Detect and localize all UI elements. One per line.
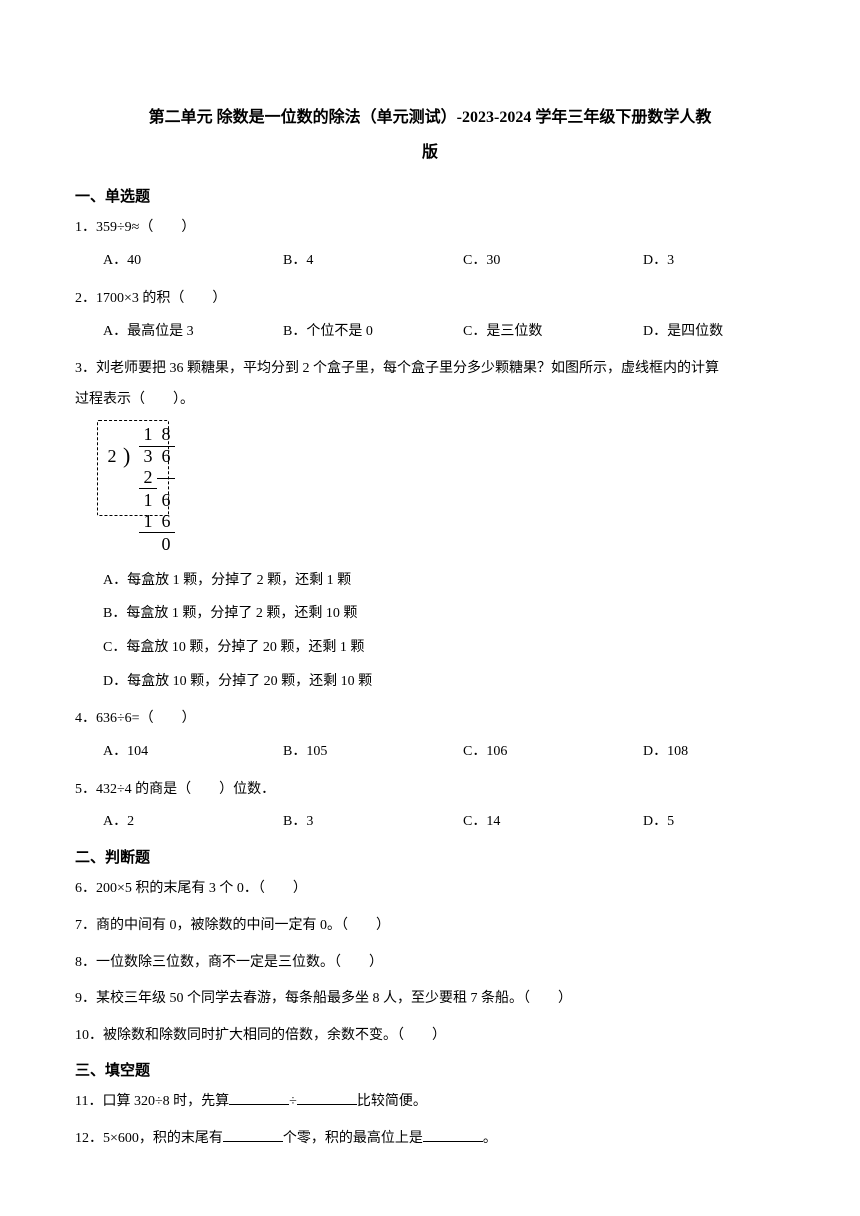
question-9-text: 9．某校三年级 50 个同学去春游，每条船最多坐 8 人，至少要租 7 条船。（…: [75, 984, 785, 1015]
q2-option-b: B．个位不是 0: [283, 315, 463, 349]
question-8-text: 8．一位数除三位数，商不一定是三位数。（ ）: [75, 948, 785, 979]
q3-option-a: A．每盒放 1 颗，分掉了 2 颗，还剩 1 颗: [103, 564, 785, 598]
q3-option-c: C．每盒放 10 颗，分掉了 20 颗，还剩 1 颗: [103, 631, 785, 665]
final-remainder: 0: [157, 535, 175, 555]
question-7-text: 7．商的中间有 0，被除数的中间一定有 0。（ ）: [75, 911, 785, 942]
q5-option-d: D．5: [643, 805, 793, 839]
question-3-text-1: 3．刘老师要把 36 颗糖果，平均分到 2 个盒子里，每个盒子里分多少颗糖果？如…: [75, 354, 785, 385]
q3-option-d: D．每盒放 10 颗，分掉了 20 颗，还剩 10 颗: [103, 665, 785, 699]
question-2-options: A．最高位是 3 B．个位不是 0 C．是三位数 D．是四位数: [75, 315, 785, 349]
section-heading-2: 二、判断题: [75, 845, 785, 872]
remainder1-digit-2: 6: [157, 491, 175, 511]
section-heading-1: 一、单选题: [75, 184, 785, 211]
section-heading-3: 三、填空题: [75, 1058, 785, 1085]
q1-option-d: D．3: [643, 244, 793, 278]
step2-digit-1: 1: [139, 512, 157, 533]
quotient-digit-2: 8: [157, 425, 175, 445]
q12-mid: 个零，积的最高位上是: [283, 1131, 423, 1146]
question-7: 7．商的中间有 0，被除数的中间一定有 0。（ ）: [75, 911, 785, 942]
question-4: 4．636÷6=（ ） A．104 B．105 C．106 D．108: [75, 704, 785, 768]
q11-blank-1: [229, 1091, 289, 1105]
q2-option-c: C．是三位数: [463, 315, 643, 349]
q12-blank-1: [223, 1128, 283, 1142]
q11-blank-2: [297, 1091, 357, 1105]
question-5: 5．432÷4 的商是（ ）位数． A．2 B．3 C．14 D．5: [75, 775, 785, 839]
question-10: 10．被除数和除数同时扩大相同的倍数，余数不变。（ ）: [75, 1021, 785, 1052]
q4-option-a: A．104: [103, 735, 283, 769]
question-3-text-2: 过程表示（ ）。: [75, 385, 785, 416]
q4-option-b: B．105: [283, 735, 463, 769]
q12-blank-2: [423, 1128, 483, 1142]
q5-option-b: B．3: [283, 805, 463, 839]
question-6: 6．200×5 积的末尾有 3 个 0．（ ）: [75, 874, 785, 905]
q4-option-c: C．106: [463, 735, 643, 769]
question-1: 1．359÷9≈（ ） A．40 B．4 C．30 D．3: [75, 213, 785, 277]
q1-option-b: B．4: [283, 244, 463, 278]
q4-option-d: D．108: [643, 735, 793, 769]
question-3: 3．刘老师要把 36 颗糖果，平均分到 2 个盒子里，每个盒子里分多少颗糖果？如…: [75, 354, 785, 698]
question-8: 8．一位数除三位数，商不一定是三位数。（ ）: [75, 948, 785, 979]
question-9: 9．某校三年级 50 个同学去春游，每条船最多坐 8 人，至少要租 7 条船。（…: [75, 984, 785, 1015]
q11-post: 比较简便。: [357, 1094, 427, 1109]
remainder1-digit-1: 1: [139, 491, 157, 511]
q1-option-a: A．40: [103, 244, 283, 278]
step2-digit-2: 6: [157, 512, 175, 533]
q12-post: 。: [483, 1131, 497, 1146]
page-title-line1: 第二单元 除数是一位数的除法（单元测试）-2023-2024 学年三年级下册数学…: [75, 100, 785, 135]
question-5-options: A．2 B．3 C．14 D．5: [75, 805, 785, 839]
question-11: 11．口算 320÷8 时，先算 ÷ 比较简便。: [75, 1087, 785, 1118]
q1-option-c: C．30: [463, 244, 643, 278]
q11-mid: ÷: [289, 1094, 297, 1109]
q5-option-a: A．2: [103, 805, 283, 839]
q2-option-d: D．是四位数: [643, 315, 793, 349]
question-3-options: A．每盒放 1 颗，分掉了 2 颗，还剩 1 颗 B．每盒放 1 颗，分掉了 2…: [75, 564, 785, 698]
q12-pre: 12．5×600，积的末尾有: [75, 1131, 223, 1146]
dividend-digit-2: 6: [157, 446, 175, 467]
long-division-diagram: 1 8 2 3 6 2 1 6 1 6 0: [103, 424, 223, 556]
question-1-text: 1．359÷9≈（ ）: [75, 213, 785, 244]
question-5-text: 5．432÷4 的商是（ ）位数．: [75, 775, 785, 806]
question-6-text: 6．200×5 积的末尾有 3 个 0．（ ）: [75, 874, 785, 905]
question-10-text: 10．被除数和除数同时扩大相同的倍数，余数不变。（ ）: [75, 1021, 785, 1052]
division-bracket-icon: [121, 446, 145, 468]
q11-pre: 11．口算 320÷8 时，先算: [75, 1094, 229, 1109]
question-2-text: 2．1700×3 的积（ ）: [75, 284, 785, 315]
quotient-digit-1: 1: [139, 425, 157, 445]
question-4-text: 4．636÷6=（ ）: [75, 704, 785, 735]
question-12: 12．5×600，积的末尾有 个零，积的最高位上是 。: [75, 1124, 785, 1155]
q3-option-b: B．每盒放 1 颗，分掉了 2 颗，还剩 10 颗: [103, 597, 785, 631]
q5-option-c: C．14: [463, 805, 643, 839]
page-title-line2: 版: [75, 135, 785, 170]
q2-option-a: A．最高位是 3: [103, 315, 283, 349]
divisor: 2: [103, 447, 121, 467]
question-2: 2．1700×3 的积（ ） A．最高位是 3 B．个位不是 0 C．是三位数 …: [75, 284, 785, 348]
question-1-options: A．40 B．4 C．30 D．3: [75, 244, 785, 278]
question-4-options: A．104 B．105 C．106 D．108: [75, 735, 785, 769]
step1-digit: 2: [139, 468, 157, 489]
